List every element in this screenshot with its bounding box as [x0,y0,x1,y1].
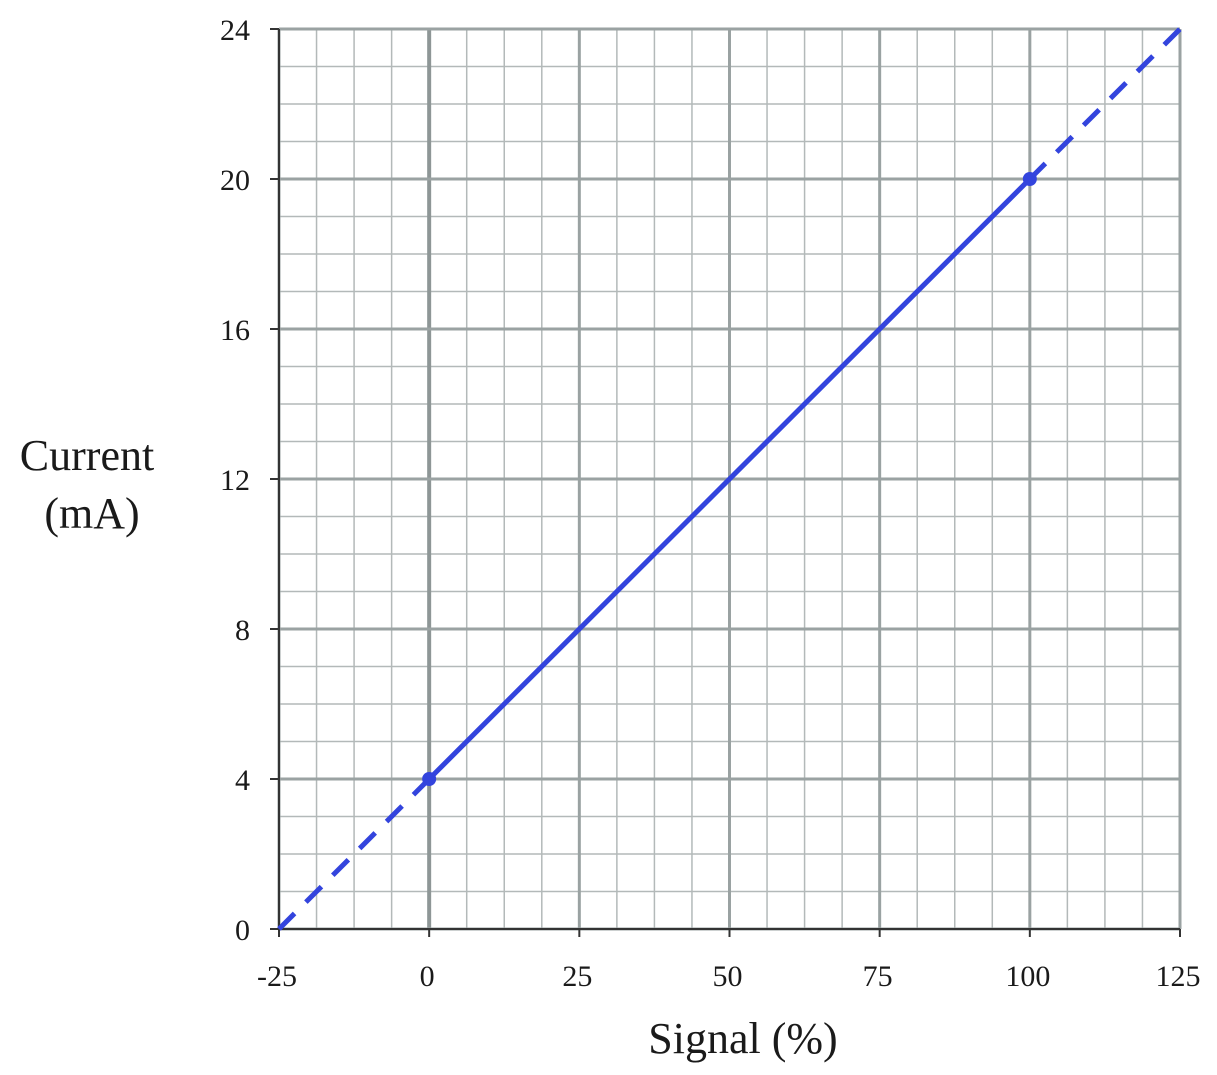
x-tick-label: 50 [713,960,743,993]
x-axis-title: Signal (%) [648,1014,837,1063]
x-tick-label: 100 [1005,960,1050,993]
solid-data-line [427,177,1032,781]
y-tick-label: 20 [220,164,250,197]
data-point [422,772,437,786]
data-point [1022,172,1037,186]
axes [270,28,1181,937]
x-tick-label: 0 [420,960,435,993]
y-tick-label: 8 [235,614,250,647]
y-tick-label: 24 [220,14,250,47]
x-tick-label: 125 [1156,960,1201,993]
y-tick-label: 16 [220,314,250,347]
x-tick-label: -25 [257,960,297,993]
y-axis-title-line-1: Current [20,431,154,480]
y-tick-label: 4 [235,764,250,797]
y-tick-label: 12 [220,464,250,497]
data-series [277,27,1182,931]
y-axis-title-line-2: (mA) [44,489,139,538]
x-tick-label: 75 [863,960,893,993]
y-tick-label: 0 [235,914,250,947]
x-tick-label: 25 [562,960,592,993]
